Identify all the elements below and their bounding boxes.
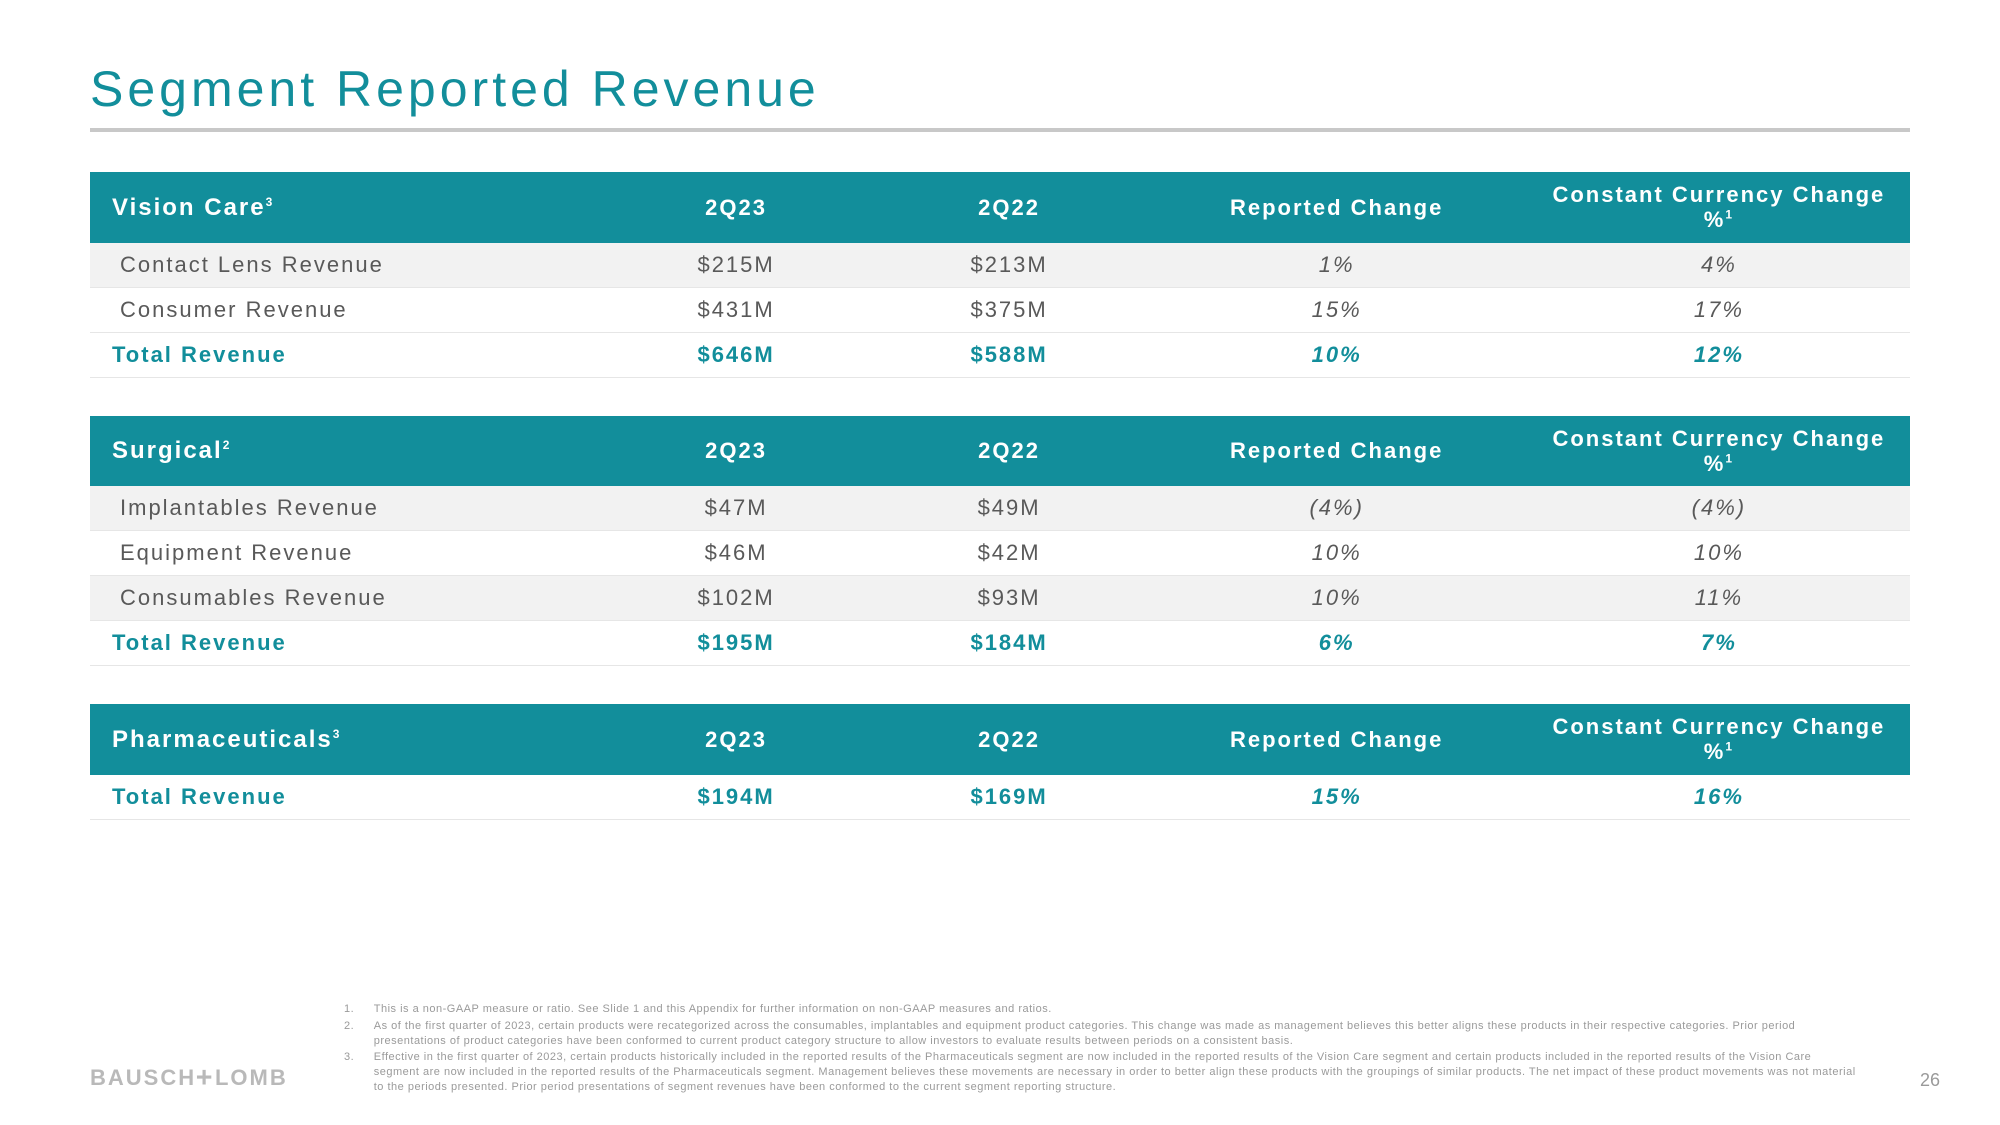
- cell-current: $431M: [600, 287, 873, 332]
- col-header-constant: Constant Currency Change %1: [1528, 416, 1910, 487]
- col-header-current: 2Q23: [600, 704, 873, 775]
- total-reported: 10%: [1146, 332, 1528, 377]
- cell-prior: $42M: [873, 531, 1146, 576]
- segment-table: Surgical22Q232Q22Reported ChangeConstant…: [90, 416, 1910, 667]
- cell-reported: 10%: [1146, 531, 1528, 576]
- cell-constant: 4%: [1528, 243, 1910, 288]
- col-header-reported: Reported Change: [1146, 704, 1528, 775]
- table-row: Implantables Revenue$47M$49M(4%)(4%): [90, 486, 1910, 531]
- table-row: Consumables Revenue$102M$93M10%11%: [90, 576, 1910, 621]
- total-reported: 15%: [1146, 775, 1528, 820]
- col-header-prior: 2Q22: [873, 704, 1146, 775]
- total-constant: 12%: [1528, 332, 1910, 377]
- segment-table: Pharmaceuticals32Q232Q22Reported ChangeC…: [90, 704, 1910, 820]
- segment-name-header: Pharmaceuticals3: [90, 704, 600, 775]
- title-divider: [90, 128, 1910, 132]
- brand-logo: BAUSCH+LOMB: [90, 1065, 288, 1097]
- col-header-current: 2Q23: [600, 172, 873, 243]
- cell-prior: $375M: [873, 287, 1146, 332]
- total-row: Total Revenue$195M$184M6%7%: [90, 621, 1910, 666]
- logo-left: BAUSCH: [90, 1065, 196, 1090]
- total-constant: 7%: [1528, 621, 1910, 666]
- row-label: Contact Lens Revenue: [90, 243, 600, 288]
- table-row: Consumer Revenue$431M$375M15%17%: [90, 287, 1910, 332]
- cell-current: $46M: [600, 531, 873, 576]
- col-header-prior: 2Q22: [873, 172, 1146, 243]
- row-label: Consumables Revenue: [90, 576, 600, 621]
- col-header-constant: Constant Currency Change %1: [1528, 172, 1910, 243]
- total-constant: 16%: [1528, 775, 1910, 820]
- plus-icon: +: [196, 1061, 215, 1095]
- row-label: Consumer Revenue: [90, 287, 600, 332]
- total-prior: $184M: [873, 621, 1146, 666]
- page-number: 26: [1900, 1070, 1940, 1097]
- total-current: $646M: [600, 332, 873, 377]
- row-label: Implantables Revenue: [90, 486, 600, 531]
- col-header-current: 2Q23: [600, 416, 873, 487]
- cell-current: $102M: [600, 576, 873, 621]
- col-header-prior: 2Q22: [873, 416, 1146, 487]
- segment-table: Vision Care32Q232Q22Reported ChangeConst…: [90, 172, 1910, 378]
- cell-prior: $49M: [873, 486, 1146, 531]
- cell-reported: 15%: [1146, 287, 1528, 332]
- cell-constant: 10%: [1528, 531, 1910, 576]
- tables-container: Vision Care32Q232Q22Reported ChangeConst…: [90, 172, 1910, 820]
- cell-current: $47M: [600, 486, 873, 531]
- cell-reported: 10%: [1146, 576, 1528, 621]
- row-label: Equipment Revenue: [90, 531, 600, 576]
- total-current: $194M: [600, 775, 873, 820]
- col-header-reported: Reported Change: [1146, 172, 1528, 243]
- total-label: Total Revenue: [90, 775, 600, 820]
- slide-content: Segment Reported Revenue Vision Care32Q2…: [0, 0, 2000, 820]
- total-row: Total Revenue$194M$169M15%16%: [90, 775, 1910, 820]
- footnote-item: As of the first quarter of 2023, certain…: [358, 1019, 1860, 1049]
- footnotes-list: This is a non-GAAP measure or ratio. See…: [328, 1002, 1860, 1097]
- cell-reported: (4%): [1146, 486, 1528, 531]
- cell-constant: 11%: [1528, 576, 1910, 621]
- table-header-row: Pharmaceuticals32Q232Q22Reported ChangeC…: [90, 704, 1910, 775]
- segment-name-header: Surgical2: [90, 416, 600, 487]
- total-label: Total Revenue: [90, 332, 600, 377]
- total-current: $195M: [600, 621, 873, 666]
- page-title: Segment Reported Revenue: [90, 60, 1910, 118]
- total-prior: $169M: [873, 775, 1146, 820]
- cell-prior: $93M: [873, 576, 1146, 621]
- total-label: Total Revenue: [90, 621, 600, 666]
- segment-name-header: Vision Care3: [90, 172, 600, 243]
- table-row: Contact Lens Revenue$215M$213M1%4%: [90, 243, 1910, 288]
- cell-reported: 1%: [1146, 243, 1528, 288]
- footer: BAUSCH+LOMB This is a non-GAAP measure o…: [90, 1002, 1940, 1097]
- cell-constant: (4%): [1528, 486, 1910, 531]
- cell-current: $215M: [600, 243, 873, 288]
- table-header-row: Surgical22Q232Q22Reported ChangeConstant…: [90, 416, 1910, 487]
- footnote-item: This is a non-GAAP measure or ratio. See…: [358, 1002, 1860, 1017]
- logo-right: LOMB: [215, 1065, 288, 1090]
- table-header-row: Vision Care32Q232Q22Reported ChangeConst…: [90, 172, 1910, 243]
- total-prior: $588M: [873, 332, 1146, 377]
- col-header-reported: Reported Change: [1146, 416, 1528, 487]
- cell-constant: 17%: [1528, 287, 1910, 332]
- table-row: Equipment Revenue$46M$42M10%10%: [90, 531, 1910, 576]
- total-row: Total Revenue$646M$588M10%12%: [90, 332, 1910, 377]
- col-header-constant: Constant Currency Change %1: [1528, 704, 1910, 775]
- cell-prior: $213M: [873, 243, 1146, 288]
- footnote-item: Effective in the first quarter of 2023, …: [358, 1050, 1860, 1095]
- total-reported: 6%: [1146, 621, 1528, 666]
